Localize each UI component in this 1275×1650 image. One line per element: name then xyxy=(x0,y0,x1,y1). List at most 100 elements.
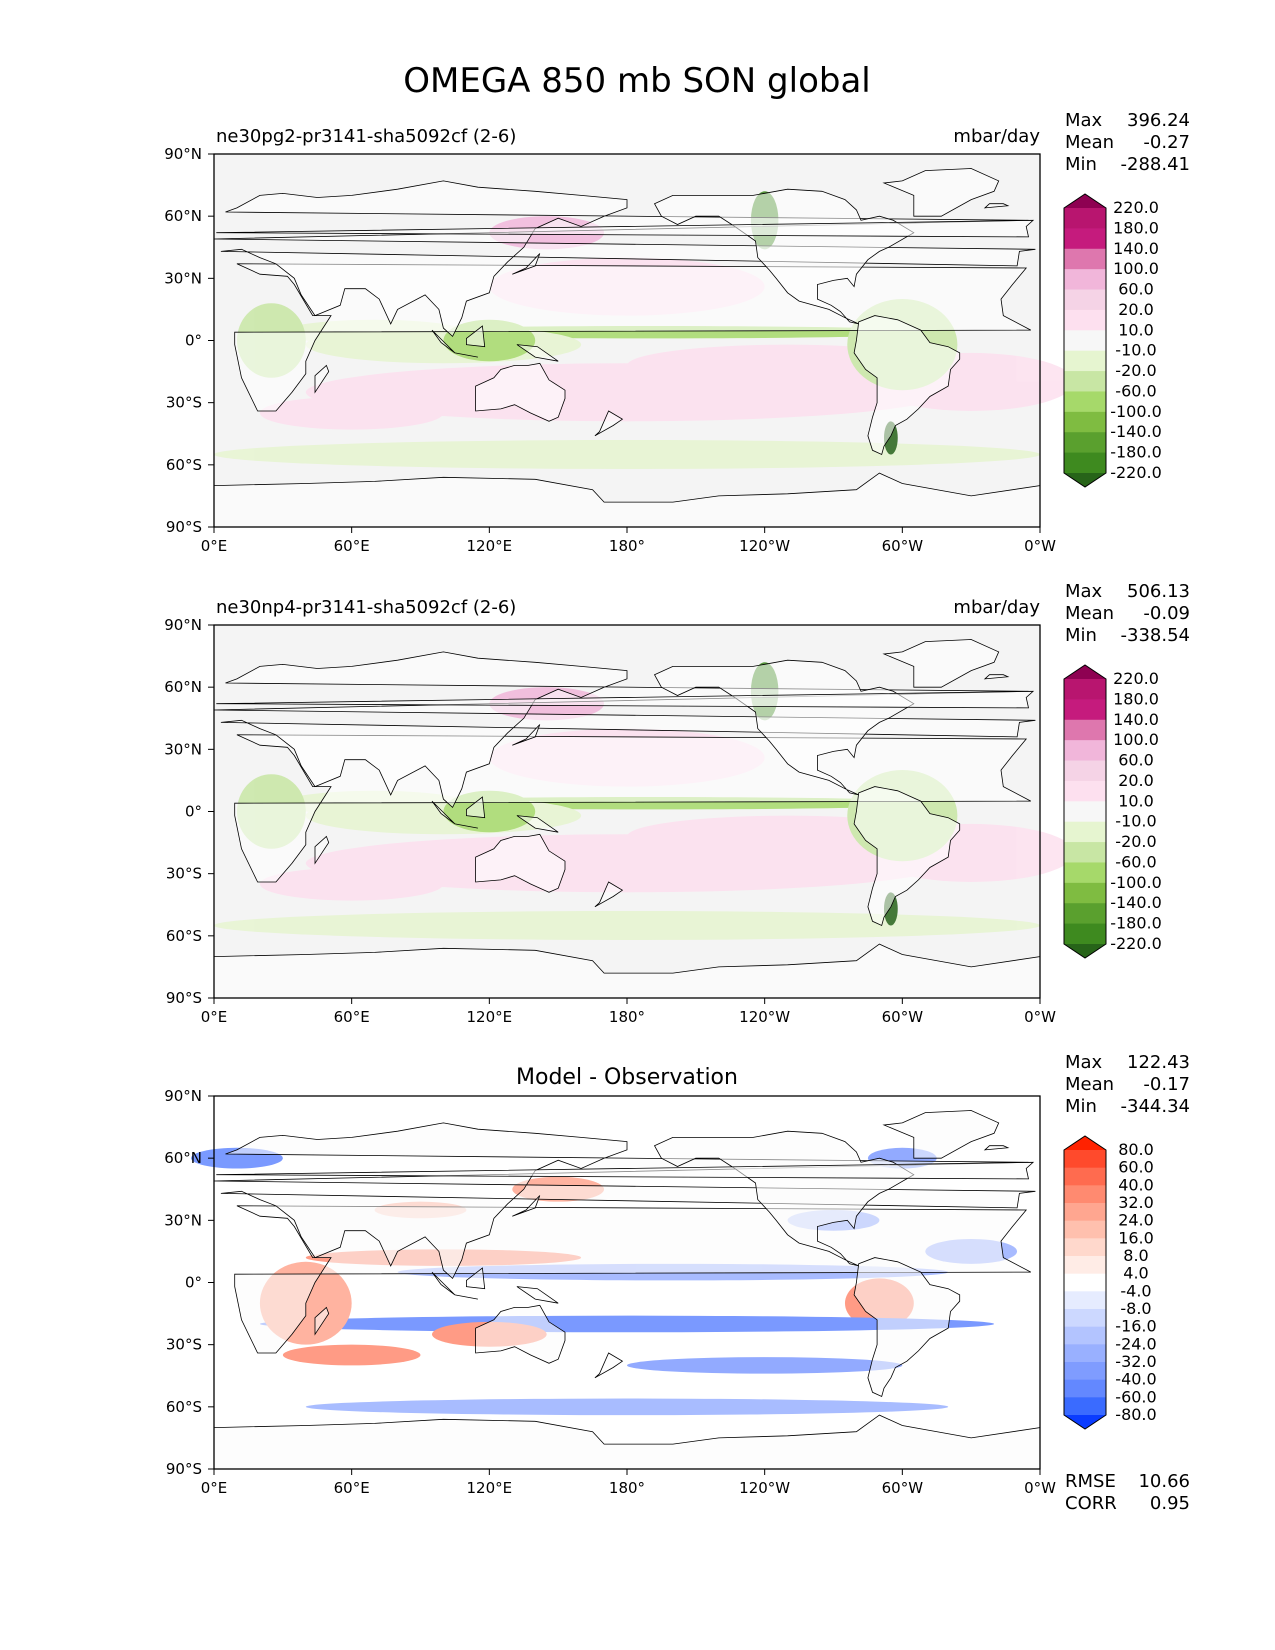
coastline xyxy=(594,1352,624,1379)
coastline xyxy=(983,203,1010,209)
y-tick-label: 0° xyxy=(185,1274,202,1292)
stat-label-mean: Mean xyxy=(1065,132,1114,153)
coastline xyxy=(882,639,1000,688)
colorbar-outline xyxy=(1063,193,1107,488)
colorbar-tip-bottom xyxy=(1064,473,1106,487)
colorbar-label: -60.0 xyxy=(1115,852,1156,871)
colorbar-block xyxy=(1064,679,1106,700)
colorbar-label: 60.0 xyxy=(1118,751,1154,770)
coastline xyxy=(216,219,1035,238)
colorbar-block xyxy=(1064,760,1106,782)
coastline xyxy=(475,1304,566,1364)
colorbar-outline xyxy=(1063,664,1107,959)
colorbar-label: 40.0 xyxy=(1118,1175,1154,1194)
panel-center-title: Model - Observation xyxy=(516,1065,738,1090)
colorbar-label: 100.0 xyxy=(1113,730,1159,749)
x-tick-label: 0°E xyxy=(201,537,228,555)
coastline xyxy=(853,786,961,927)
coastline xyxy=(314,835,330,865)
colorbar-label: -180.0 xyxy=(1110,443,1162,462)
stat-label-mean: Mean xyxy=(1065,1074,1114,1095)
colorbar: 80.060.040.032.024.016.08.04.0-4.0-8.0-1… xyxy=(1063,1135,1157,1430)
colorbar-block xyxy=(1064,780,1106,802)
stat-value-mean: -0.27 xyxy=(1143,132,1190,153)
coastline xyxy=(516,344,559,362)
coastline xyxy=(314,1306,330,1336)
colorbar-block xyxy=(1064,1344,1106,1363)
stat-value-min: -338.54 xyxy=(1121,625,1190,646)
colorbar-block xyxy=(1064,350,1106,372)
stat-label-max: Max xyxy=(1065,581,1103,602)
y-tick-label: 60°N xyxy=(164,207,202,225)
stat-value-max: 396.24 xyxy=(1127,110,1190,131)
stat-label-mean: Mean xyxy=(1065,603,1114,624)
panel-2: 0°E 60°E 120°E 180° 120°W 60°W 0°W 90°N 60°N 30°N… xyxy=(164,581,1190,1026)
coastline xyxy=(853,1257,961,1398)
colorbar-label: -32.0 xyxy=(1115,1352,1156,1371)
field-patch xyxy=(282,1344,421,1366)
stat-label-corr: CORR xyxy=(1065,1493,1117,1514)
colorbar-block xyxy=(1064,391,1106,413)
x-tick-label: 180° xyxy=(609,537,645,555)
y-tick-label: 90°S xyxy=(166,518,202,536)
colorbar-block xyxy=(1064,1291,1106,1310)
colorbar-block xyxy=(1064,330,1106,352)
colorbar-label: 180.0 xyxy=(1113,218,1159,237)
x-tick-label: 0°W xyxy=(1024,1008,1056,1026)
stat-label-min: Min xyxy=(1065,625,1097,646)
colorbar-label: 60.0 xyxy=(1118,280,1154,299)
coastline xyxy=(314,364,330,394)
stat-label-rmse: RMSE xyxy=(1065,1471,1116,1492)
coastline xyxy=(431,1271,456,1296)
y-tick-label: 60°N xyxy=(164,1149,202,1167)
stat-value-corr: 0.95 xyxy=(1150,1493,1190,1514)
colorbar-block xyxy=(1064,719,1106,741)
field-patch xyxy=(259,396,444,430)
y-tick-label: 0° xyxy=(185,803,202,821)
colorbar-block xyxy=(1064,882,1106,904)
x-tick-label: 120°W xyxy=(739,1479,790,1497)
colorbar-block xyxy=(1064,1167,1106,1186)
colorbar-block xyxy=(1064,1379,1106,1398)
colorbar-label: 32.0 xyxy=(1118,1193,1154,1212)
coastline xyxy=(431,329,456,354)
x-tick-label: 60°E xyxy=(334,537,370,555)
colorbar-label: 100.0 xyxy=(1113,259,1159,278)
colorbar-tip-bottom xyxy=(1064,944,1106,958)
field-patch xyxy=(214,439,1040,469)
colorbar-block xyxy=(1064,1273,1106,1292)
coastline xyxy=(853,315,961,456)
coastline xyxy=(516,815,559,833)
x-tick-label: 120°E xyxy=(467,1479,513,1497)
colorbar-block xyxy=(1064,923,1106,945)
colorbar-block xyxy=(1064,1397,1106,1416)
colorbar-label: 140.0 xyxy=(1113,239,1159,258)
panel-units: mbar/day xyxy=(953,126,1040,147)
colorbar-block xyxy=(1064,1256,1106,1275)
coastline xyxy=(516,1286,559,1304)
colorbar-label: -100.0 xyxy=(1110,873,1162,892)
x-tick-label: 180° xyxy=(609,1479,645,1497)
x-tick-label: 0°W xyxy=(1024,1479,1056,1497)
colorbar-label: -80.0 xyxy=(1115,1405,1156,1424)
coastline xyxy=(454,823,478,829)
stat-value-mean: -0.09 xyxy=(1143,603,1190,624)
stat-value-min: -344.34 xyxy=(1121,1096,1190,1117)
colorbar-block xyxy=(1064,411,1106,433)
coastline xyxy=(216,1161,1035,1180)
colorbar-label: -140.0 xyxy=(1110,422,1162,441)
coastline xyxy=(216,690,1035,709)
colorbar-label: -10.0 xyxy=(1115,341,1156,360)
y-tick-label: 90°S xyxy=(166,989,202,1007)
y-tick-label: 90°N xyxy=(164,616,202,634)
y-tick-label: 60°S xyxy=(166,456,202,474)
colorbar-block xyxy=(1064,801,1106,823)
colorbar-label: -20.0 xyxy=(1115,361,1156,380)
panel-units: mbar/day xyxy=(953,597,1040,618)
stat-value-max: 506.13 xyxy=(1127,581,1190,602)
colorbar-tip-bottom xyxy=(1064,1415,1106,1429)
field-patch xyxy=(214,910,1040,940)
figure-title: OMEGA 850 mb SON global xyxy=(403,61,870,101)
